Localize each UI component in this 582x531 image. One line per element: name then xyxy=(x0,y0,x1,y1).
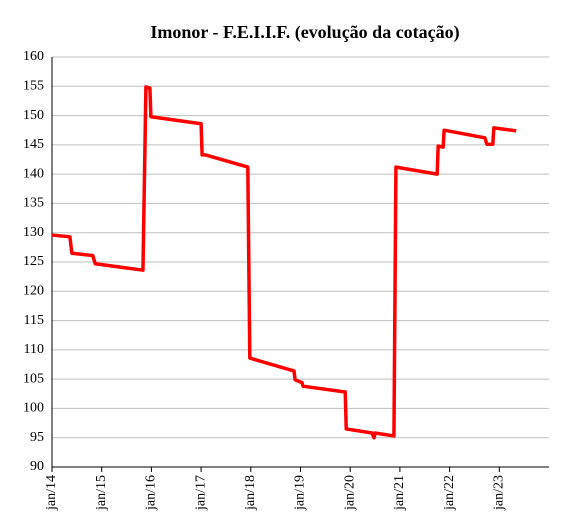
x-tick-label: jan/14 xyxy=(44,475,59,511)
y-tick-label: 120 xyxy=(23,284,44,299)
chart-title: Imonor - F.E.I.I.F. (evolução da cotação… xyxy=(150,22,459,43)
x-tick-label: jan/20 xyxy=(342,475,357,511)
y-tick-label: 140 xyxy=(23,166,44,181)
x-tick-label: jan/23 xyxy=(492,475,507,511)
y-tick-label: 155 xyxy=(23,79,44,94)
x-tick-label: jan/15 xyxy=(94,475,109,511)
y-tick-label: 145 xyxy=(23,137,44,152)
y-tick-label: 105 xyxy=(23,371,44,386)
x-tick-label: jan/18 xyxy=(243,475,258,511)
x-tick-label: jan/21 xyxy=(392,475,407,511)
x-tick-label: jan/17 xyxy=(193,475,208,511)
y-tick-label: 100 xyxy=(23,401,44,416)
y-tick-label: 115 xyxy=(24,313,44,328)
line-series xyxy=(51,85,517,440)
y-tick-label: 90 xyxy=(30,459,44,474)
y-tick-label: 150 xyxy=(23,108,44,123)
x-tick-label: jan/19 xyxy=(293,475,308,511)
x-tick-label: jan/16 xyxy=(144,475,159,511)
y-tick-label: 110 xyxy=(24,342,44,357)
y-tick-label: 160 xyxy=(23,49,44,64)
y-tick-label: 130 xyxy=(23,225,44,240)
x-tick-label: jan/22 xyxy=(442,475,457,511)
y-tick-label: 95 xyxy=(30,430,44,445)
y-tick-label: 125 xyxy=(23,254,44,269)
y-tick-label: 135 xyxy=(23,196,44,211)
